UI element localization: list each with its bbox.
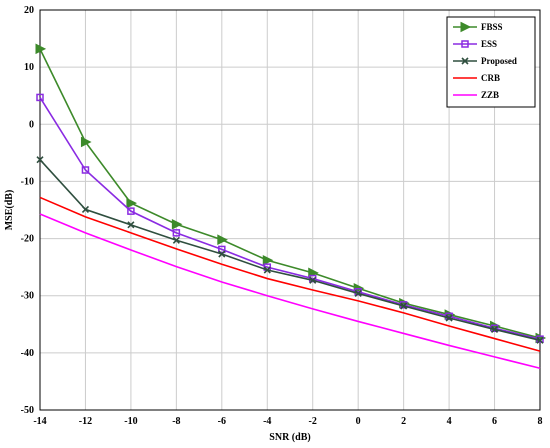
data-point-ess [36, 93, 44, 102]
y-tick-label: 20 [24, 5, 34, 16]
data-point-proposed [36, 156, 44, 164]
data-point-proposed [172, 236, 180, 244]
legend-entry-zzb: ZZB [453, 90, 499, 100]
legend-marker [460, 21, 472, 33]
data-point-fbss [262, 254, 274, 266]
data-point-proposed [445, 314, 453, 322]
x-tick-label: 4 [447, 416, 452, 427]
data-point-fbss [35, 43, 47, 55]
data-point-proposed [263, 266, 271, 274]
x-tick-label: -4 [263, 416, 271, 427]
data-point-ess [354, 287, 362, 296]
legend-label: CRB [481, 73, 500, 83]
x-tick-label: 6 [492, 416, 497, 427]
data-point-fbss [126, 197, 138, 209]
data-point-fbss [217, 234, 228, 246]
x-tick-label: -8 [172, 416, 180, 427]
legend-entry-proposed: Proposed [453, 56, 517, 66]
data-point-proposed [127, 221, 135, 229]
series-crb [39, 196, 541, 352]
legend-entry-ess: ESS [453, 39, 497, 49]
data-point-ess [81, 166, 90, 174]
data-point-ess [445, 312, 453, 321]
legend-label: FBSS [481, 22, 503, 32]
data-point-proposed [81, 205, 90, 213]
series-line-zzb [39, 213, 541, 370]
y-tick-label: 10 [24, 62, 34, 73]
x-axis-label: SNR (dB) [269, 432, 310, 443]
legend: FBSS ESS Proposed CRB ZZB [446, 16, 536, 108]
data-point-proposed [536, 336, 544, 344]
data-point-ess [127, 207, 135, 215]
x-tick-label: 8 [538, 416, 543, 427]
x-tick-label: -14 [33, 416, 46, 427]
data-point-proposed [354, 289, 362, 297]
x-axis-ticks: -14 -12 -10 -8 -6 -4 -2 0 2 4 6 8 [33, 416, 542, 427]
x-tick-label: 2 [401, 416, 406, 427]
y-tick-label: -20 [21, 234, 34, 245]
series-lines [35, 43, 547, 370]
legend-box [446, 16, 536, 108]
legend-label: ZZB [481, 90, 499, 100]
legend-label: Proposed [481, 56, 517, 66]
x-tick-label: 0 [356, 416, 361, 427]
series-zzb [39, 213, 541, 370]
x-tick-label: -12 [79, 416, 92, 427]
y-tick-label: -40 [21, 348, 34, 359]
x-tick-label: -6 [218, 416, 226, 427]
data-point-ess [308, 274, 317, 283]
data-point-fbss [80, 136, 92, 148]
y-tick-label: -10 [21, 176, 34, 187]
y-axis-ticks: 20 10 0 -10 -20 -30 -40 -50 [21, 5, 34, 416]
x-tick-label: -10 [124, 416, 137, 427]
data-point-proposed [218, 250, 226, 258]
data-point-proposed [309, 276, 317, 284]
x-tick-label: -2 [309, 416, 317, 427]
y-tick-label: -50 [21, 405, 34, 416]
series-line-fbss [39, 48, 541, 339]
series-line-ess [39, 97, 541, 340]
data-point-proposed [400, 302, 408, 310]
series-line-proposed [39, 159, 541, 342]
data-point-ess [172, 229, 181, 237]
legend-entry-fbss: FBSS [453, 21, 503, 33]
legend-marker [461, 57, 469, 65]
y-tick-label: 0 [29, 119, 34, 130]
legend-entry-crb: CRB [453, 73, 500, 83]
y-tick-label: -30 [21, 291, 34, 302]
data-point-fbss [171, 218, 183, 230]
data-point-proposed [490, 325, 499, 333]
series-proposed [36, 156, 544, 344]
data-point-ess [218, 245, 226, 254]
legend-marker [461, 40, 469, 48]
series-line-crb [39, 196, 541, 352]
legend-label: ESS [481, 39, 497, 49]
y-axis-label: MSE(dB) [4, 190, 15, 231]
plot-frame [39, 9, 541, 411]
